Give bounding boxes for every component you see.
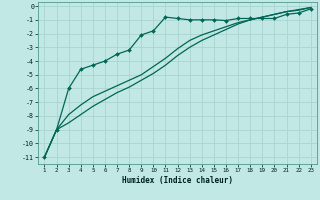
X-axis label: Humidex (Indice chaleur): Humidex (Indice chaleur) [122, 176, 233, 185]
